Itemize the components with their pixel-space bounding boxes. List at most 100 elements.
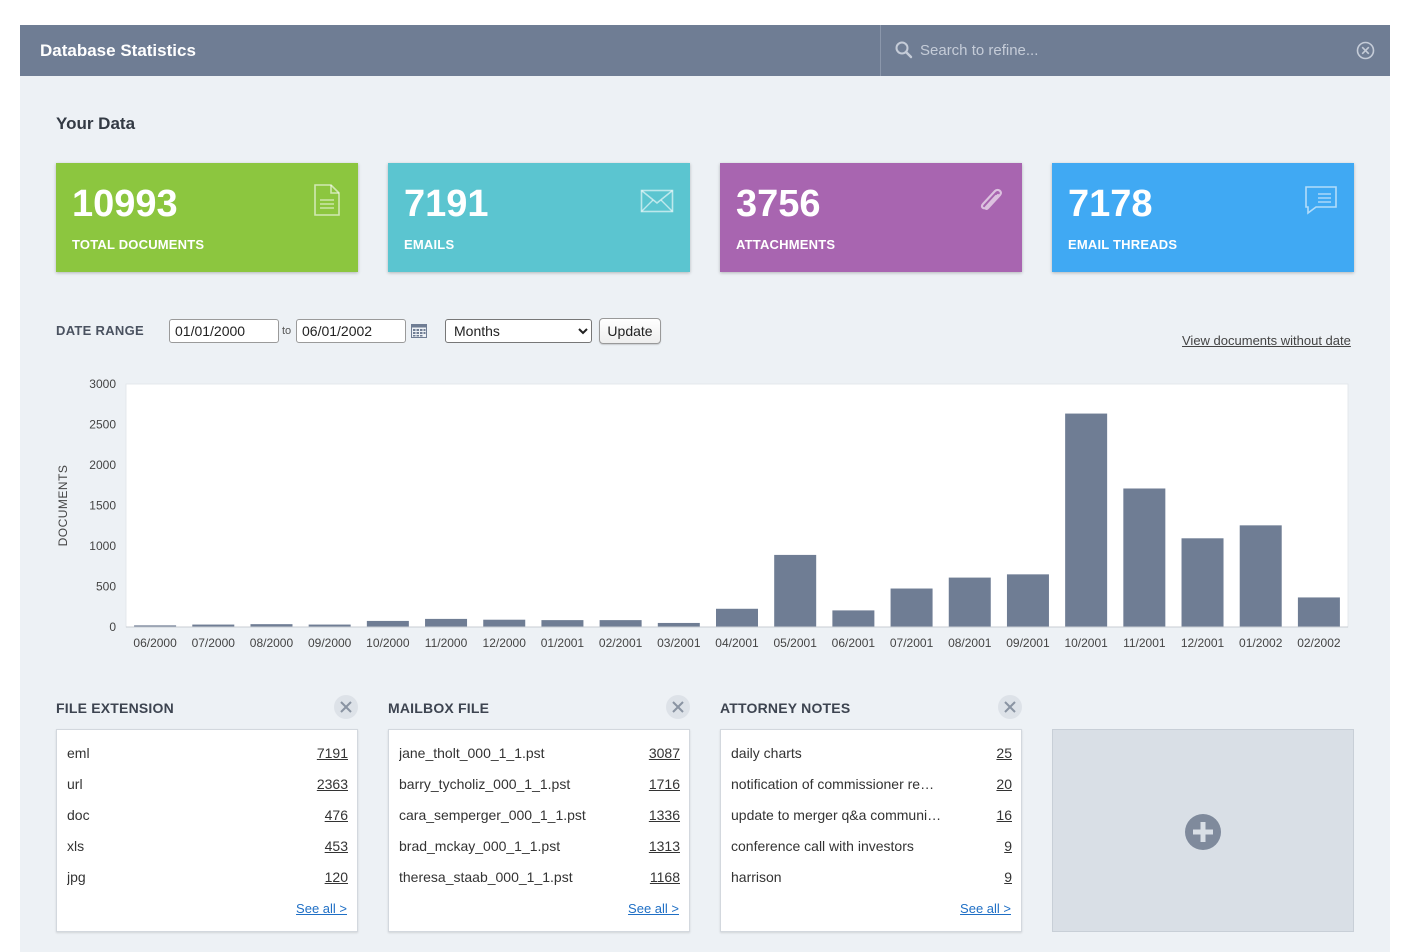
y-tick-label: 1000 (89, 539, 116, 553)
card-value: 7178 (1068, 183, 1153, 225)
item-count-link[interactable]: 453 (324, 838, 348, 854)
x-tick-label: 05/2001 (773, 636, 817, 650)
item-count-link[interactable]: 1336 (648, 807, 680, 823)
x-tick-label: 02/2002 (1297, 636, 1341, 650)
item-name: brad_mckay_000_1_1.pst (399, 838, 561, 854)
card-emails[interactable]: 7191 EMAILS (388, 163, 690, 272)
item-name: harrison (731, 869, 782, 885)
item-count-link[interactable]: 16 (996, 807, 1012, 823)
mailbox-file-panel: jane_tholt_000_1_1.pst 3087 barry_tychol… (388, 729, 690, 932)
update-button[interactable]: Update (599, 318, 661, 344)
paperclip-icon (980, 188, 1002, 210)
documents-chart: 0 500 1000 1500 2000 2500 3000 DOCUMENTS 06/2000… (20, 370, 1390, 665)
card-total-documents[interactable]: 10993 TOTAL DOCUMENTS (56, 163, 358, 272)
item-count-link[interactable]: 20 (996, 776, 1012, 792)
card-value: 7191 (404, 183, 489, 225)
chart-bar (1297, 597, 1340, 627)
item-name: barry_tycholiz_000_1_1.pst (399, 776, 571, 792)
card-value: 10993 (72, 183, 178, 225)
item-count-link[interactable]: 1168 (649, 869, 680, 885)
list-item: daily charts 25 (731, 745, 1012, 765)
card-attachments[interactable]: 3756 ATTACHMENTS (720, 163, 1022, 272)
list-item: url 2363 (67, 776, 348, 796)
x-tick-label: 08/2000 (250, 636, 294, 650)
list-item: xls 453 (67, 838, 348, 858)
list-item: eml 7191 (67, 745, 348, 765)
attorney-notes-panel: daily charts 25 notification of commissi… (720, 729, 1022, 932)
item-name: cara_semperger_000_1_1.pst (399, 807, 586, 823)
panel-title-mailbox-file: MAILBOX FILE (388, 700, 490, 716)
documents-bar-chart: 0 500 1000 1500 2000 2500 3000 DOCUMENTS 06/2000… (56, 377, 1349, 650)
document-icon (314, 184, 340, 216)
search-input[interactable] (920, 37, 1350, 63)
x-tick-label: 08/2001 (948, 636, 992, 650)
card-label: TOTAL DOCUMENTS (72, 237, 205, 252)
item-count-link[interactable]: 2363 (316, 776, 348, 792)
chart-bar (308, 624, 351, 627)
chart-bar (366, 620, 409, 627)
chart-bar (716, 608, 758, 627)
list-item: harrison 9 (731, 869, 1012, 889)
section-title: Your Data (56, 114, 136, 133)
card-label: EMAIL THREADS (1068, 237, 1178, 252)
plus-circle-icon (1185, 814, 1221, 850)
x-tick-label: 07/2000 (192, 636, 236, 650)
close-mailbox-file-panel-button[interactable] (666, 695, 690, 719)
item-name: theresa_staab_000_1_1.pst (399, 869, 573, 885)
x-tick-label: 12/2000 (483, 636, 527, 650)
view-documents-without-date-link[interactable]: View documents without date (1182, 333, 1351, 348)
date-range-label: DATE RANGE (56, 323, 144, 338)
list-item: notification of commissioner re… 20 (731, 776, 1012, 796)
item-count-link[interactable]: 3087 (648, 745, 680, 761)
item-count-link[interactable]: 9 (1004, 869, 1012, 885)
chart-bar (1123, 488, 1166, 627)
chart-bar (774, 554, 817, 627)
see-all-link[interactable]: See all > (296, 901, 347, 916)
x-tick-label: 01/2002 (1239, 636, 1283, 650)
search-icon (895, 41, 913, 59)
chart-bar (1006, 574, 1049, 627)
close-attorney-notes-panel-button[interactable] (998, 695, 1022, 719)
item-name: jane_tholt_000_1_1.pst (399, 745, 545, 761)
item-count-link[interactable]: 476 (324, 807, 348, 823)
item-name: conference call with investors (731, 838, 914, 854)
item-count-link[interactable]: 1716 (648, 776, 680, 792)
envelope-icon (640, 189, 674, 213)
list-item: brad_mckay_000_1_1.pst 1313 (399, 838, 680, 858)
chart-bar (1065, 413, 1108, 627)
item-name: jpg (67, 869, 86, 885)
file-extension-panel: eml 7191 url 2363 doc 476 xls 453 jpg 12… (56, 729, 358, 932)
chart-bar (425, 618, 468, 627)
chart-bar (250, 624, 293, 627)
item-name: xls (67, 838, 85, 854)
card-email-threads[interactable]: 7178 EMAIL THREADS (1052, 163, 1354, 272)
close-file-extension-panel-button[interactable] (334, 695, 358, 719)
list-item: update to merger q&a communi… 16 (731, 807, 1012, 827)
date-from-input[interactable] (169, 319, 279, 343)
date-to-input[interactable] (296, 319, 406, 343)
item-count-link[interactable]: 7191 (316, 745, 348, 761)
add-widget-button[interactable] (1052, 729, 1354, 932)
chat-bubble-icon (1305, 186, 1337, 215)
chart-bar (1181, 538, 1224, 627)
y-tick-label: 2500 (89, 418, 116, 432)
y-tick-label: 2000 (89, 458, 116, 472)
title-bar: Database Statistics (20, 25, 1390, 76)
calendar-icon[interactable] (411, 323, 427, 338)
see-all-link[interactable]: See all > (960, 901, 1011, 916)
item-count-link[interactable]: 9 (1004, 838, 1012, 854)
item-name: daily charts (731, 745, 802, 761)
y-tick-label: 1500 (89, 499, 116, 513)
item-count-link[interactable]: 120 (324, 869, 348, 885)
granularity-select[interactable]: Months (445, 319, 592, 343)
card-label: ATTACHMENTS (736, 237, 836, 252)
chart-bar (599, 620, 642, 627)
chart-bar (890, 588, 933, 627)
x-tick-label: 12/2001 (1181, 636, 1225, 650)
clear-search-icon[interactable] (1356, 41, 1375, 60)
item-count-link[interactable]: 25 (996, 745, 1012, 761)
see-all-link[interactable]: See all > (628, 901, 679, 916)
list-item: cara_semperger_000_1_1.pst 1336 (399, 807, 680, 827)
chart-bar (541, 620, 584, 627)
item-count-link[interactable]: 1313 (648, 838, 680, 854)
